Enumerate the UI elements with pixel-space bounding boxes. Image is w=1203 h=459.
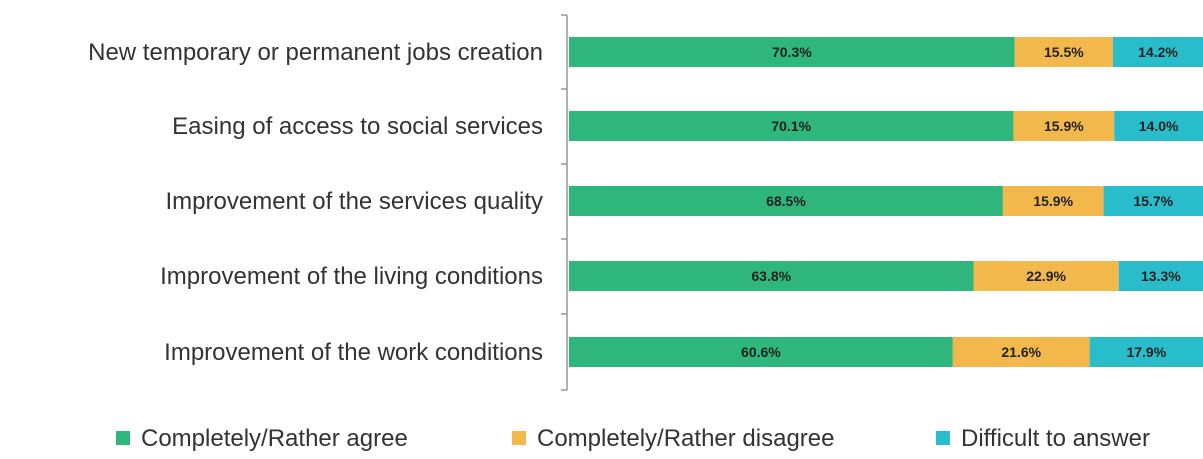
data-label: 15.7%	[1133, 193, 1173, 209]
data-label: 15.9%	[1044, 118, 1084, 134]
data-label: 60.6%	[741, 344, 781, 360]
bar-segment	[973, 261, 1119, 291]
legend-swatch	[512, 431, 526, 445]
data-label: 14.2%	[1138, 44, 1178, 60]
bar-segment	[1114, 111, 1203, 141]
legend-label: Completely/Rather agree	[141, 425, 408, 452]
category-label: Improvement of the work conditions	[164, 339, 543, 366]
bar-segment	[1118, 261, 1203, 291]
category-label: Improvement of the living conditions	[160, 263, 543, 290]
legend-swatch	[116, 431, 130, 445]
category-label: Easing of access to social services	[172, 113, 543, 140]
bar-segment	[569, 111, 1014, 141]
data-label: 63.8%	[751, 268, 791, 284]
bar-segment	[569, 337, 953, 367]
data-label: 15.5%	[1044, 44, 1084, 60]
bar-segment	[1014, 37, 1113, 67]
data-label: 14.0%	[1139, 118, 1179, 134]
bar-segment	[952, 337, 1090, 367]
category-label: Improvement of the services quality	[166, 188, 544, 215]
bar-segment	[1013, 111, 1115, 141]
legend-swatch	[936, 431, 950, 445]
data-label: 70.1%	[771, 118, 811, 134]
legend-label: Difficult to answer	[961, 425, 1150, 452]
category-label: New temporary or permanent jobs creation	[88, 39, 543, 66]
data-label: 17.9%	[1126, 344, 1166, 360]
bar-segment	[1112, 37, 1203, 67]
bar-segment	[1089, 337, 1203, 367]
data-label: 22.9%	[1026, 268, 1066, 284]
bar-segment	[569, 186, 1003, 216]
data-label: 68.5%	[766, 193, 806, 209]
legend-label: Completely/Rather disagree	[537, 425, 834, 452]
bar-segment	[1002, 186, 1104, 216]
data-label: 15.9%	[1033, 193, 1073, 209]
data-label: 70.3%	[772, 44, 812, 60]
data-label: 13.3%	[1141, 268, 1181, 284]
data-label: 21.6%	[1001, 344, 1041, 360]
bar-segment	[1103, 186, 1203, 216]
bar-segment	[569, 261, 974, 291]
bar-segment	[569, 37, 1015, 67]
